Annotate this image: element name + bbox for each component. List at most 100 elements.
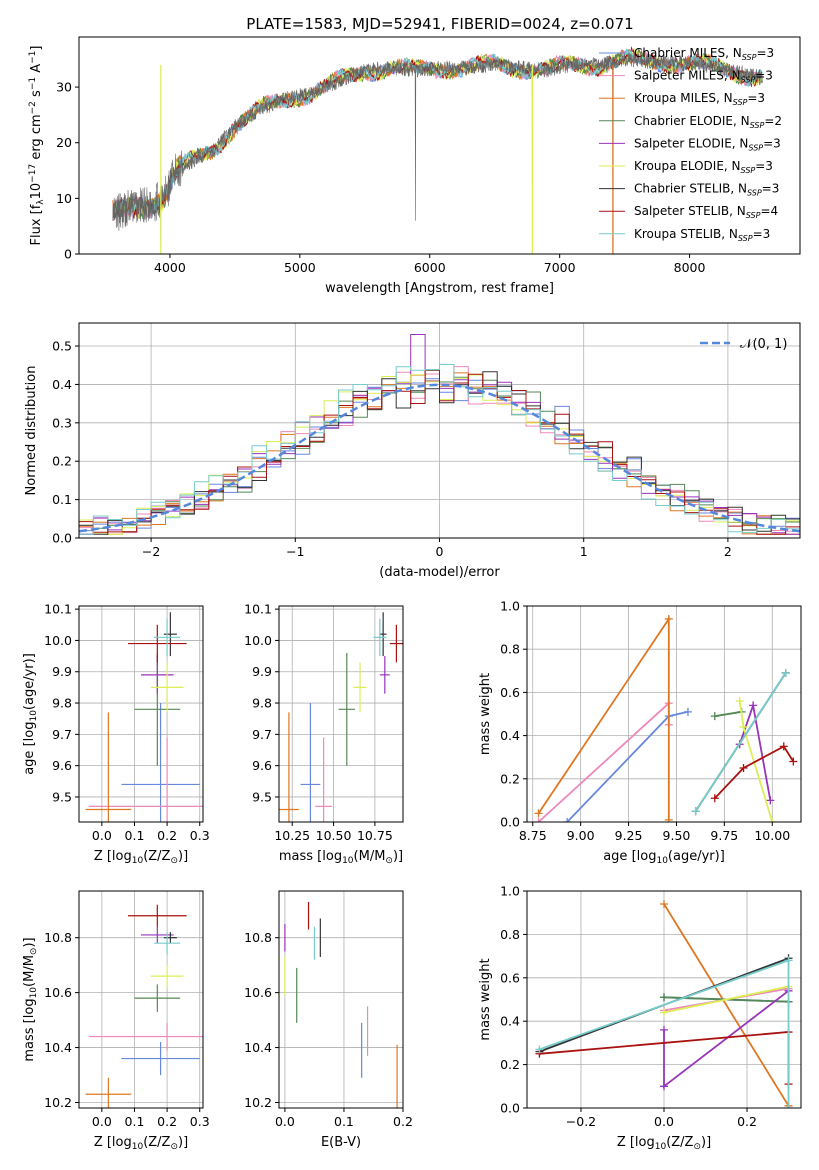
plot-area (534, 614, 798, 822)
x-axis-label: Z [log10(Z/Z⊙)] (94, 1135, 188, 1152)
x-axis-label: E(B-V) (321, 1135, 361, 1150)
weight-marker (739, 722, 748, 731)
observed-spectrum (112, 52, 763, 254)
plot-area (284, 901, 398, 1108)
y-tick-label: 0 (64, 247, 72, 262)
legend-label: 𝒩(0, 1) (740, 337, 787, 352)
panel-weight_vs_age: 8.75 9.00 9.25 9.50 9.75 10.00 0.0 0.2 0.4 0.6 0.8… (478, 599, 802, 866)
weight-line (694, 672, 787, 812)
error-bar-point (154, 618, 181, 657)
x-tick-label: 8000 (674, 260, 706, 275)
plot-area (279, 612, 403, 822)
weight-marker (691, 807, 700, 816)
weight-line (537, 701, 670, 822)
panel-weight_vs_Z: −0.2 0.0 0.2 0.0 0.2 0.4 0.6 0.8 1.0 Z [log10(Z/Z… (478, 884, 802, 1152)
y-tick-label: 0.6 (500, 685, 520, 700)
y-tick-label: 9.8 (52, 696, 72, 711)
x-tick-label: 0.1 (334, 1114, 354, 1129)
y-tick-label: 10.4 (244, 1040, 272, 1055)
error-bar-point (127, 624, 187, 663)
weight-marker (768, 818, 777, 822)
y-tick-label: 10.0 (44, 633, 72, 648)
error-bar-point (141, 926, 174, 944)
error-bar-point (300, 703, 321, 822)
error-bar-point (121, 703, 200, 822)
x-tick-label: −2 (142, 544, 160, 559)
x-tick-label: 0.3 (190, 1114, 210, 1129)
x-tick-label: 0 (436, 544, 444, 559)
plot-area (535, 900, 793, 1108)
y-axis-label: age [log10(age/yr)] (22, 653, 39, 775)
error-bar-point (134, 984, 181, 1012)
axes-frame (278, 890, 404, 1109)
y-tick-label: 0.2 (500, 1057, 520, 1072)
error-bar-point (85, 712, 132, 822)
y-tick-label: 9.6 (252, 758, 272, 773)
y-tick-label: 10.0 (244, 633, 272, 648)
x-axis-label: age [log10(age/yr)] (603, 849, 725, 866)
plot-area (79, 334, 800, 535)
panel-age_vs_mass: 10.25 10.50 10.75 9.5 9.6 9.7 9.8 9.9 10.0 10.1 ma… (244, 602, 404, 866)
weight-line (714, 710, 742, 718)
axes-frame (78, 890, 204, 1109)
legend-label: Kroupa ELODIE, NSSP=3 (634, 159, 773, 175)
y-tick-label: 9.8 (252, 696, 272, 711)
weight-marker (735, 697, 744, 706)
x-tick-label: 0.3 (190, 828, 210, 843)
y-tick-label: 0.1 (52, 492, 72, 507)
y-tick-label: 0.8 (500, 927, 520, 942)
x-tick-label: 0.0 (275, 1114, 295, 1129)
axes-frame (78, 605, 204, 823)
weight-line (566, 710, 689, 822)
y-tick-label: 0.8 (500, 642, 520, 657)
y-tick-label: 10.2 (244, 1095, 272, 1110)
weight-marker (739, 764, 748, 772)
error-bar-point (88, 1022, 203, 1051)
error-bar-point (379, 612, 387, 657)
y-tick-label: 0.0 (52, 531, 72, 546)
residual-histogram (79, 364, 800, 535)
x-tick-label: 9.00 (567, 828, 595, 843)
weight-marker (660, 1008, 668, 1017)
residual-histogram (79, 369, 800, 535)
y-tick-label: 0.2 (500, 771, 520, 786)
y-tick-label: 9.6 (52, 758, 72, 773)
axes-frame (78, 36, 801, 255)
y-axis-label: Flux [fλ10−17 erg cm−2 s−1 A−1] (28, 46, 46, 246)
legend-label: Salpeter MILES, NSSP=3 (634, 69, 773, 85)
y-tick-label: 9.7 (52, 727, 72, 742)
x-tick-label: 0.0 (92, 828, 112, 843)
legend-label: Chabrier STELIB, NSSP=3 (634, 182, 779, 198)
error-bar-point (338, 652, 356, 766)
error-bar-point (353, 662, 367, 713)
x-tick-label: 2 (724, 544, 732, 559)
y-tick-label: 10.2 (44, 1095, 72, 1110)
weight-marker (534, 809, 543, 818)
y-tick-label: 0.6 (500, 970, 520, 985)
error-bar-point (389, 624, 403, 663)
weight-marker (660, 1025, 668, 1034)
panel-spectrum: 4000 5000 6000 7000 8000 0 10 20 30 wavelength [A… (28, 36, 801, 296)
error-bar-point (279, 712, 299, 822)
panel-age_vs_Z: 0.0 0.1 0.2 0.3 9.5 9.6 9.7 9.8 9.9 10.0 10.1 Z [lo… (22, 602, 210, 866)
plot-area (85, 612, 203, 822)
weight-marker (535, 1045, 544, 1054)
weight-marker (563, 818, 572, 822)
x-tick-label: −0.2 (566, 1114, 596, 1129)
weight-marker (664, 815, 673, 822)
error-bar-point (163, 932, 177, 944)
weight-marker (766, 796, 775, 805)
x-tick-label: 7000 (544, 260, 576, 275)
weight-marker (784, 956, 793, 965)
legend-label: Kroupa STELIB, NSSP=3 (634, 227, 770, 243)
error-bar-point (88, 737, 203, 822)
y-tick-label: 9.5 (252, 789, 272, 804)
x-tick-label: 0.1 (125, 828, 145, 843)
y-tick-label: 10 (56, 191, 72, 206)
y-axis-label: mass weight (478, 673, 493, 755)
x-tick-label: 10.00 (754, 828, 790, 843)
weight-marker (534, 818, 543, 822)
x-tick-label: 0.1 (125, 1114, 145, 1129)
x-tick-label: 9.25 (615, 828, 643, 843)
